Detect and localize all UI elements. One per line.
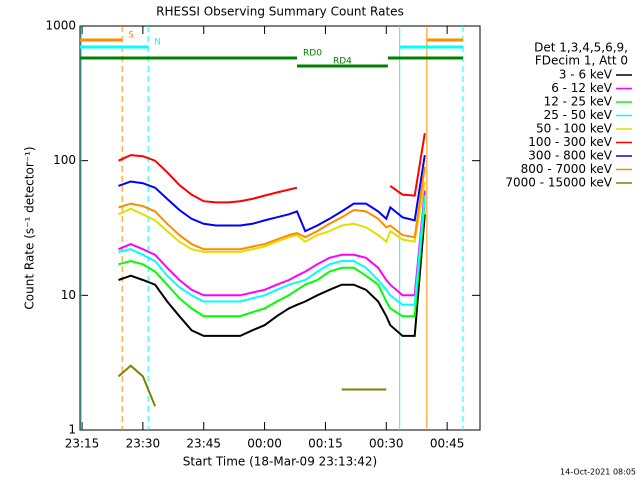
legend-label: 7000 - 15000 keV: [505, 176, 612, 190]
plot-frame: [79, 25, 481, 431]
legend-label: 100 - 300 keV: [528, 135, 612, 149]
x-tick-label: 00:00: [247, 437, 282, 451]
legend-header: Det 1,3,4,5,6,9,: [534, 41, 628, 55]
series-line: [118, 154, 426, 233]
status-label: N: [154, 38, 161, 48]
legend-label: 800 - 7000 keV: [521, 162, 613, 176]
status-label: RD0: [303, 49, 322, 59]
y-tick-label: 10: [61, 288, 76, 302]
chart-title: RHESSI Observing Summary Count Rates: [156, 5, 404, 19]
legend-label: 25 - 50 keV: [544, 108, 613, 122]
legend-label: 50 - 100 keV: [536, 122, 613, 136]
status-label: RD4: [333, 57, 352, 67]
x-tick-label: 00:45: [430, 437, 465, 451]
series-line: [118, 190, 426, 297]
y-tick-label: 1000: [45, 19, 76, 33]
legend-label: 3 - 6 keV: [559, 68, 613, 82]
x-axis-label: Start Time (18-Mar-09 23:13:42): [183, 455, 377, 469]
series-line: [118, 214, 426, 337]
legend-header: FDecim 1, Att 0: [535, 54, 628, 68]
series-line: [118, 195, 426, 306]
x-tick-label: 23:30: [126, 437, 161, 451]
x-tick-label: 23:45: [186, 437, 221, 451]
series-line: [118, 133, 426, 204]
legend-label: 300 - 800 keV: [528, 149, 612, 163]
legend-label: 6 - 12 keV: [551, 81, 613, 95]
series-line: [118, 181, 426, 253]
y-tick-label: 1: [68, 423, 76, 437]
x-tick-label: 23:15: [65, 437, 100, 451]
y-tick-label: 100: [53, 153, 76, 167]
y-axis-label: Count Rate (s⁻¹ detector⁻¹): [23, 146, 37, 309]
series-line: [117, 364, 387, 407]
legend-label: 12 - 25 keV: [544, 95, 613, 109]
series-line: [118, 201, 426, 318]
x-tick-label: 00:15: [308, 437, 343, 451]
series-line: [118, 166, 426, 251]
status-label: S: [128, 31, 134, 41]
footer: 14-Oct-2021 08:05: [560, 468, 636, 477]
x-tick-label: 00:30: [369, 437, 404, 451]
